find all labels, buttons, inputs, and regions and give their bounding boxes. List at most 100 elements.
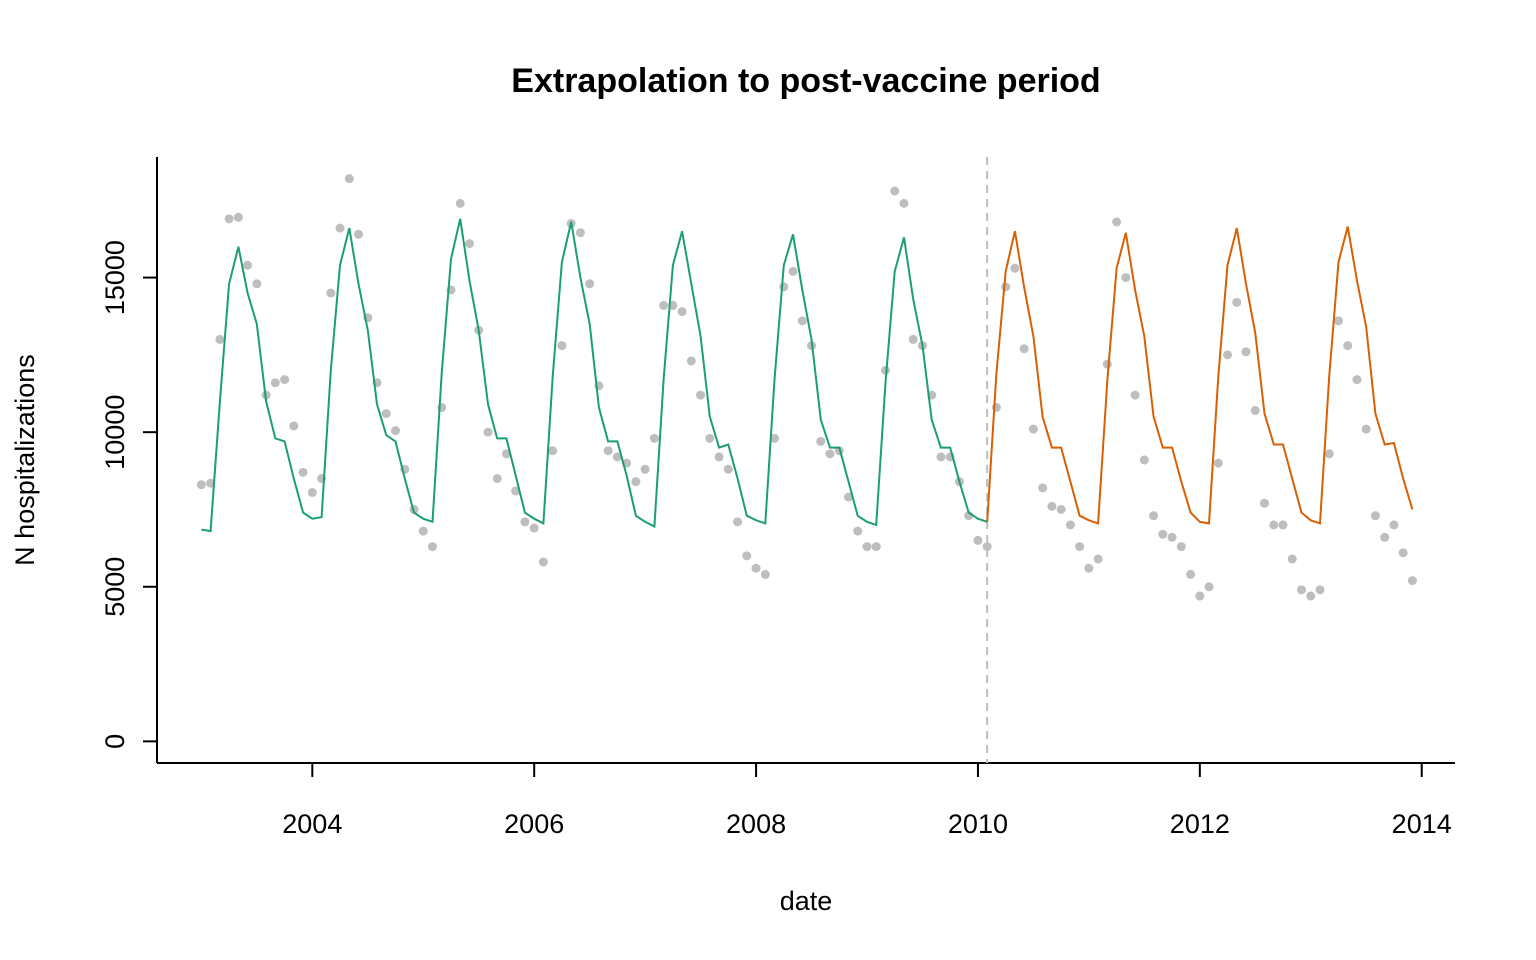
observed-point [696,390,706,400]
observed-point [1149,511,1159,521]
x-axis-label: date [780,886,833,916]
observed-point [354,229,364,239]
y-tick-label: 5000 [100,557,130,617]
observed-point [1269,520,1279,530]
observed-point [1186,569,1196,579]
observed-point [1093,554,1103,564]
observed-point [982,542,992,552]
observed-point [548,446,558,456]
observed-point [1241,347,1251,357]
observed-point [243,260,253,270]
observed-point [825,449,835,459]
observed-point [1306,591,1316,601]
y-tick-label: 15000 [100,240,130,315]
observed-point [1324,449,1334,459]
observed-point [381,409,391,419]
y-axis-label: N hospitalizations [10,354,40,566]
observed-point [418,526,428,536]
observed-point [455,198,465,208]
observed-point [326,288,336,298]
observed-point [880,365,890,375]
observed-point [1389,520,1399,530]
observed-point [529,523,539,533]
observed-point [233,212,243,222]
observed-point [1001,282,1011,292]
observed-point [899,198,909,208]
observed-point [631,477,641,487]
observed-point [760,569,770,579]
observed-point [344,174,354,184]
observed-point [723,464,733,474]
observed-point [1232,297,1242,307]
observed-point [1204,582,1214,592]
observed-point [1019,344,1029,354]
observed-point [603,446,613,456]
observed-point [1121,273,1131,283]
observed-point [289,421,299,431]
observed-point [908,334,918,344]
observed-point [270,378,280,388]
observed-point [1130,390,1140,400]
observed-point [1343,341,1353,351]
observed-point [1056,504,1066,514]
observed-point [575,228,585,238]
x-tick-label: 2012 [1170,809,1230,839]
observed-point [492,474,502,484]
y-ticks: 0 5000 10000 15000 [100,240,157,749]
observed-point [585,279,595,289]
x-ticks: 2004 2006 2008 2010 2012 2014 [282,763,1452,839]
observed-point [1380,532,1390,542]
observed-point [1407,576,1417,586]
observed-point [1167,532,1177,542]
observed-point [1287,554,1297,564]
observed-point [890,186,900,196]
observed-point [1296,585,1306,595]
x-tick-label: 2014 [1392,809,1452,839]
observed-point [770,433,780,443]
observed-point [464,239,474,249]
observed-point [307,487,317,497]
y-tick-label: 10000 [100,395,130,470]
observed-point [1370,511,1380,521]
observed-point [714,452,724,462]
chart-title: Extrapolation to post-vaccine period [511,62,1100,100]
extrapolated-series-line [986,226,1414,525]
observed-point [733,517,743,527]
observed-point [1176,542,1186,552]
observed-point [1139,455,1149,465]
observed-point [1398,548,1408,558]
observed-point [779,282,789,292]
observed-point [1352,375,1362,385]
fitted-series-line [201,218,988,533]
observed-point [788,266,798,276]
observed-point [196,480,206,490]
observed-point [1038,483,1048,493]
observed-point [973,535,983,545]
observed-point [1213,458,1223,468]
observed-point [1047,501,1057,511]
observed-point [1195,591,1205,601]
observed-point [705,433,715,443]
observed-point [1223,350,1233,360]
observed-point [659,300,669,310]
observed-point [677,307,687,317]
x-tick-label: 2004 [282,809,342,839]
observed-point [640,464,650,474]
observed-point [252,279,262,289]
observed-point [1260,498,1270,508]
observed-point [1333,316,1343,326]
axes [156,157,1455,764]
observed-point [936,452,946,462]
observed-point [1112,217,1122,227]
observed-point [1250,406,1260,416]
observed-point [649,433,659,443]
observed-point [335,223,345,233]
observed-point [871,542,881,552]
observed-point [1010,263,1020,273]
observed-point [844,492,854,502]
observed-point [1102,359,1112,369]
observed-point [853,526,863,536]
observed-point [538,557,548,567]
